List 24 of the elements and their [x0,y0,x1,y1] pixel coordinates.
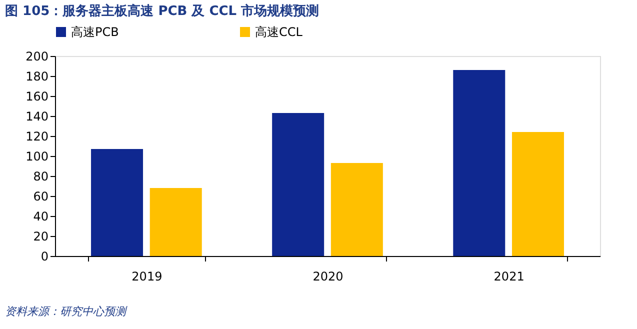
x-tick-label: 2020 [312,270,344,284]
y-tick-label: 40 [33,210,48,224]
x-tick-label: 2021 [494,270,524,284]
y-tick-label: 80 [33,170,48,184]
y-tick-label: 0 [40,250,48,264]
text: 资料来源：研究中心预测 [5,305,128,318]
y-tick-label: 100 [26,150,48,164]
bar [453,70,506,256]
bar [91,149,144,256]
bar [512,132,564,256]
legend-label: 高速PCB [71,25,119,39]
chart-title: 图 105：服务器主板高速 PCB 及 CCL 市场规模预测 [5,3,320,19]
bar [272,113,324,256]
y-tick-label: 20 [33,230,48,244]
bar [150,188,202,256]
bar [330,163,383,256]
legend-label: 高速CCL [255,25,303,39]
y-tick-label: 160 [26,90,48,104]
y-tick-label: 60 [33,190,48,204]
y-tick-label: 180 [26,70,48,84]
y-tick-label: 200 [26,50,48,64]
y-tick-label: 120 [26,130,48,144]
x-tick-label: 2019 [132,270,162,284]
y-tick-label: 140 [26,110,48,124]
